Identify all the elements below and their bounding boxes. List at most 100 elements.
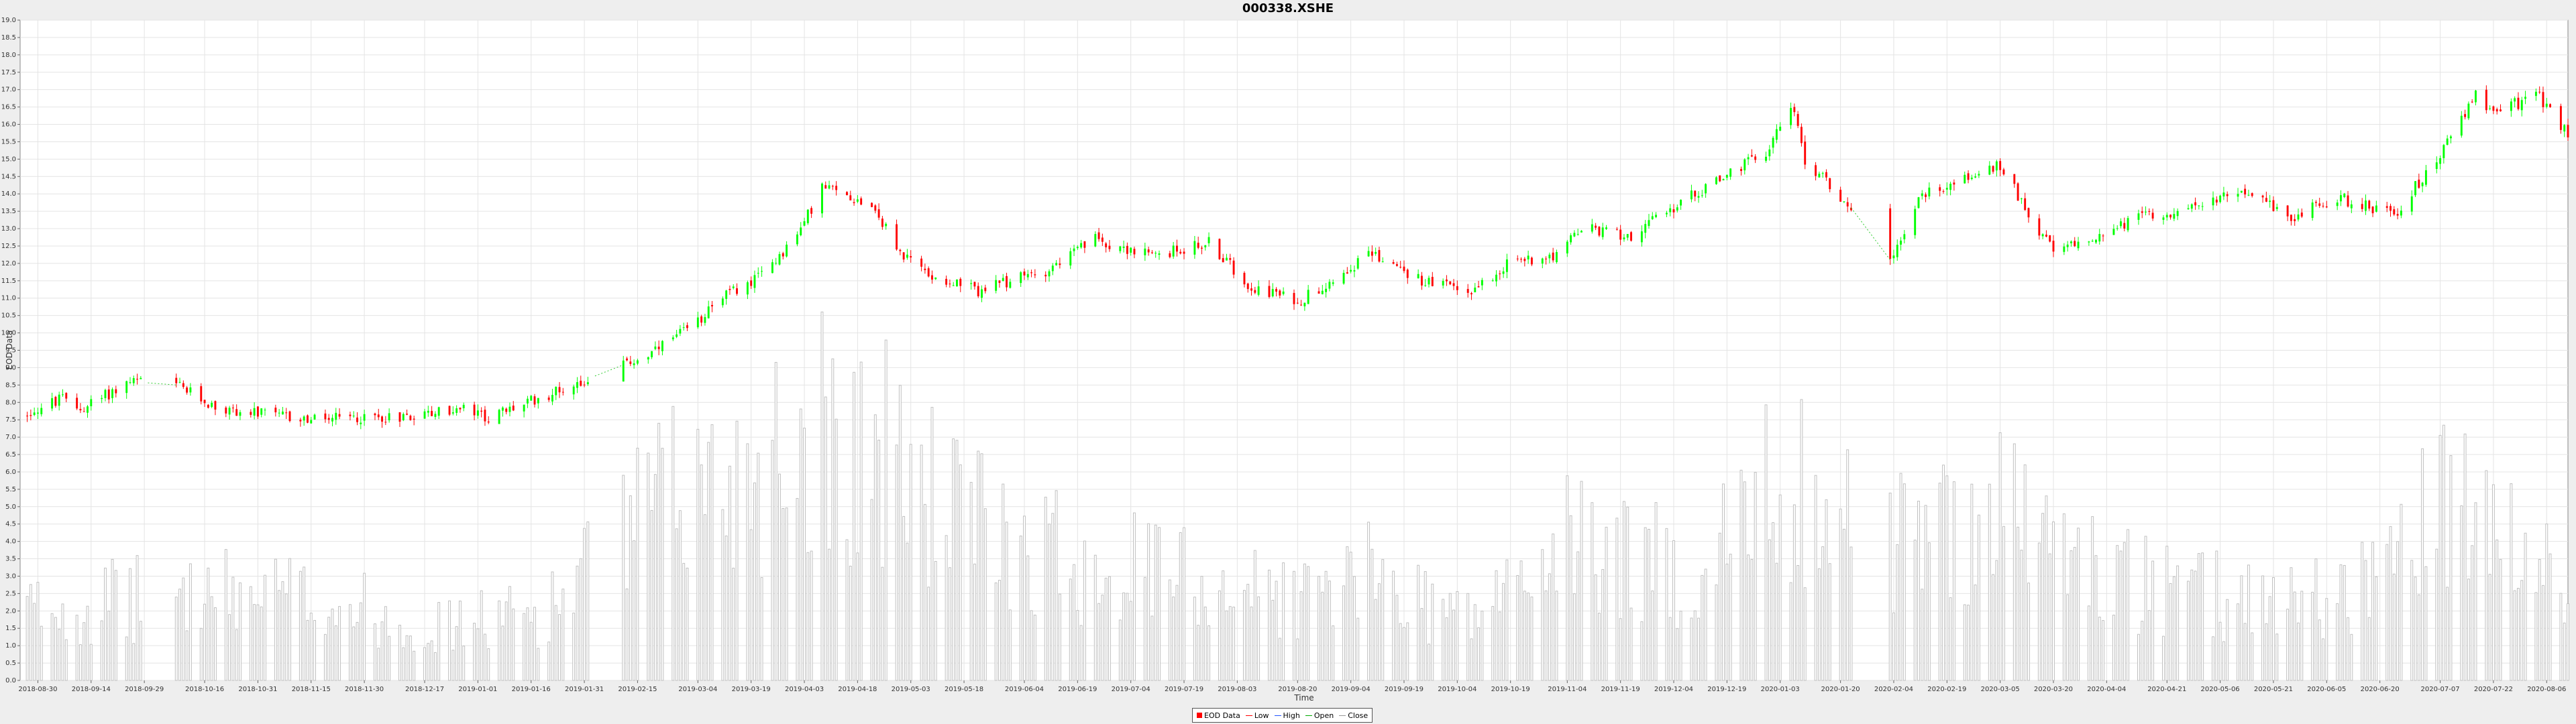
candle-body [2485, 89, 2487, 111]
candle-body [1026, 274, 1029, 278]
candle-body [1729, 168, 1732, 177]
candle-body [54, 396, 57, 406]
candle-body [2325, 206, 2328, 208]
candle-body [1530, 257, 1533, 265]
candle-body [182, 383, 184, 387]
volume-bar [433, 652, 437, 681]
volume-bar [2524, 532, 2527, 681]
candle-body [374, 413, 376, 416]
candle-body [1914, 208, 1917, 235]
candle-body [2013, 174, 2016, 184]
volume-bar [1576, 551, 1580, 681]
candle-body [1945, 188, 1948, 190]
candle-body [1282, 291, 1285, 294]
candle-body [1523, 259, 1526, 261]
volume-bar [2098, 616, 2101, 681]
volume-bar [427, 643, 430, 681]
candle-body [1999, 161, 2002, 170]
candle-body [1097, 232, 1100, 239]
candle-body [2165, 215, 2168, 218]
volume-bar [1477, 627, 1481, 681]
y-tick-label: 5.0 [5, 503, 16, 511]
volume-bar [327, 617, 331, 681]
x-tick-label: 2020-07-22 [2474, 686, 2513, 693]
candle-body [1325, 288, 1328, 292]
volume-bar [2435, 548, 2438, 681]
candle-body [1353, 270, 1356, 272]
candle-body [473, 404, 476, 416]
candle-body [800, 227, 802, 235]
volume-bar [2396, 541, 2400, 681]
volume-bar [2077, 528, 2080, 681]
volume-bar [2460, 505, 2463, 681]
volume-bar [1743, 481, 1746, 681]
volume-bar [504, 601, 508, 681]
candle-body [2421, 182, 2424, 186]
volume-bar [1619, 618, 1622, 681]
candle-body [1580, 231, 1582, 233]
volume-bar [1566, 475, 1569, 681]
volume-bar [1495, 570, 1498, 681]
volume-bar [1222, 570, 1225, 681]
candle-body [657, 347, 660, 349]
volume-bar [1002, 483, 1005, 681]
candle-body [1395, 264, 1398, 266]
volume-bar [558, 614, 561, 681]
candle-body [1747, 157, 1750, 160]
volume-bar [1927, 542, 1931, 681]
volume-bar [1665, 528, 1668, 681]
candle-body [1119, 246, 1122, 251]
x-tick-label: 2019-04-18 [838, 686, 877, 693]
volume-bar [284, 593, 288, 681]
volume-bar [1218, 590, 1221, 681]
volume-bar [1101, 595, 1104, 681]
candle-body [1839, 190, 1842, 202]
volume-bar [1403, 627, 1405, 681]
volume-bar [36, 582, 40, 681]
volume-bar [1026, 555, 1030, 681]
candle-body [30, 415, 32, 416]
volume-bar [902, 516, 906, 681]
candle-body [1949, 184, 1952, 190]
volume-bar [1150, 615, 1154, 681]
candle-body [696, 317, 699, 328]
volume-bar [629, 495, 632, 681]
candle-body [761, 271, 763, 272]
volume-bar [388, 636, 391, 681]
candle-body [1218, 239, 1221, 259]
candle-body [2219, 195, 2222, 202]
candle-body [572, 386, 575, 395]
volume-bar [1307, 566, 1310, 681]
volume-bar [2314, 558, 2318, 681]
volume-bar [1722, 483, 1725, 681]
candle-body [129, 382, 131, 383]
volume-bar [1796, 565, 1800, 681]
candle-body [2240, 190, 2243, 193]
candle-body [1477, 286, 1480, 288]
candle-body [1896, 245, 1898, 257]
volume-bar [2240, 575, 2243, 681]
candle-body [970, 283, 973, 284]
volume-bar [2485, 470, 2488, 681]
volume-bar [1044, 497, 1047, 681]
candle-body [1846, 202, 1849, 206]
candle-body [2052, 241, 2055, 252]
volume-bar [185, 630, 189, 681]
candle-body [1034, 274, 1036, 276]
legend-label: Close [1348, 711, 1368, 720]
candle-body [2297, 214, 2300, 220]
volume-bar [2215, 550, 2218, 681]
volume-bar [1076, 610, 1079, 681]
volume-bar [1899, 473, 1902, 681]
candle-body [40, 408, 43, 414]
candle-body [736, 288, 738, 294]
volume-bar [2318, 619, 2321, 681]
volume-bar [2538, 558, 2541, 681]
candle-body [1892, 255, 1895, 259]
candle-body [1619, 229, 1622, 240]
candle-body [1988, 166, 1991, 175]
candle-body [1144, 248, 1146, 255]
x-tick-label: 2019-03-04 [678, 686, 717, 693]
volume-bar [1640, 621, 1644, 681]
